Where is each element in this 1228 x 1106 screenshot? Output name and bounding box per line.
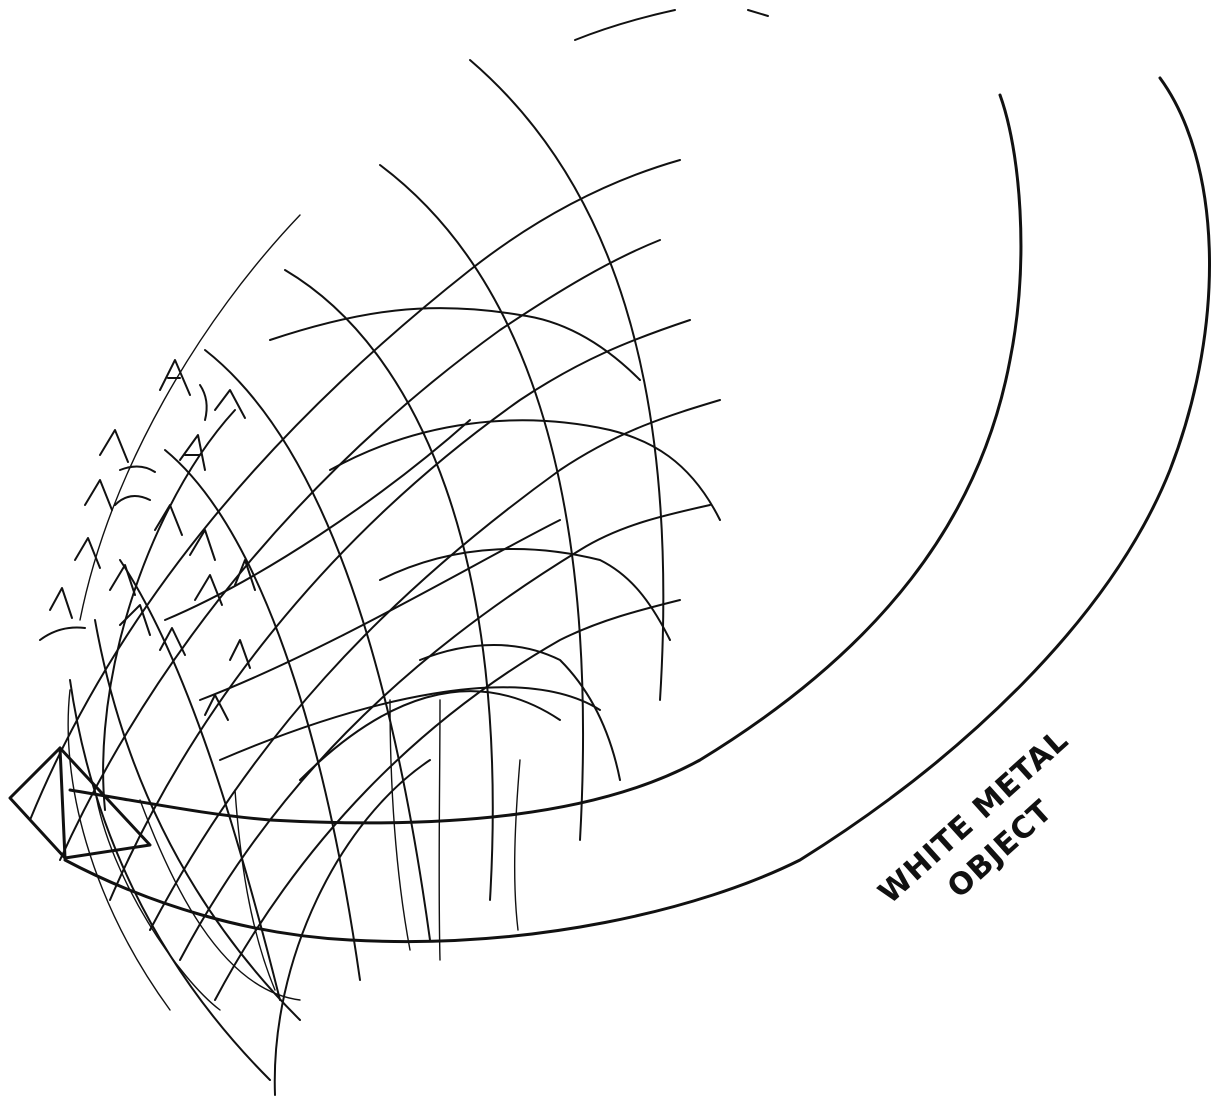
- diamond-emitter: [8, 746, 152, 860]
- arc-family-c: [164, 307, 721, 781]
- arc-family-a: [69, 59, 665, 1081]
- object-outline: [63, 76, 1211, 944]
- arc-family-d: [67, 214, 521, 1011]
- stray-strokes: [574, 9, 769, 41]
- label-group: WHITE METAL OBJECT: [872, 723, 1076, 911]
- particle-marks: [39, 359, 256, 721]
